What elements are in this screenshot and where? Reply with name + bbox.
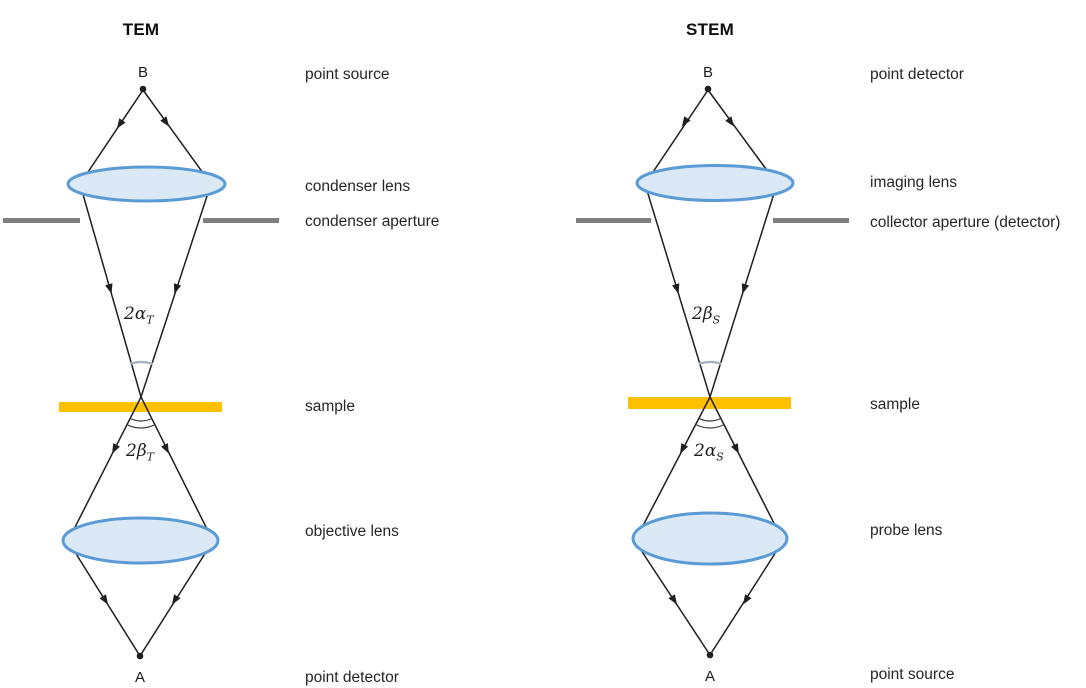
aperture-blade [203,218,279,223]
arrowhead-icon [672,283,680,294]
stem-point-a-label: A [704,668,715,685]
arrowhead-icon [681,116,691,127]
stem-point-b-label: B [702,64,713,81]
arrowhead-icon [668,594,678,605]
tem-upper-angle-label: 2αT [124,304,154,327]
tem-point-dots [136,85,147,660]
aperture-blade [3,218,80,223]
arrowhead-icon [680,443,689,454]
stem-figure [576,85,849,659]
angle-symbol: 2α [124,304,147,324]
arrowhead-icon [116,118,126,129]
stem-upper-angle-arc [698,360,722,365]
tem-label-objective-lens: objective lens [305,523,399,540]
tem-source-dot [139,85,147,93]
tem-lower-angle-arcs [126,417,156,429]
tem-objective-lens [61,516,220,565]
stem-label-probe-lens: probe lens [870,522,943,539]
angle-arc [129,417,152,422]
tem-upper-angle-arc [130,360,154,365]
stem-collector-aperture [576,218,849,223]
stem-rays [634,89,784,656]
stem-imaging-lens [635,164,795,202]
angle-subscript: S [712,313,721,327]
stem-source-dot [706,651,714,659]
stem-title: STEM [685,20,735,39]
angle-symbol: 2β [692,304,713,324]
arrowhead-icon [173,283,182,294]
tem-title: TEM [122,20,160,39]
stem-label-point-source: point source [870,666,955,683]
arrowhead-icon [171,594,181,605]
stem-ray-arrowheads [668,116,752,605]
stem-point-dots [704,85,714,659]
arrowhead-icon [161,443,169,454]
angle-subscript: T [146,313,154,327]
stem-label-imaging-lens: imaging lens [870,174,958,191]
stem-detector-dot [704,85,712,93]
tem-rays [67,89,214,657]
arrowhead-icon [99,594,109,605]
tem-label-condenser-aperture: condenser aperture [305,213,440,230]
stem-label-point-detector: point detector [870,66,964,83]
angle-arc [695,423,725,429]
tem-point-a-label: A [134,669,145,686]
stem-lower-angle-label: 2αS [694,441,724,464]
tem-label-condenser-lens: condenser lens [305,178,411,195]
stem-probe-lens [631,511,789,566]
aperture-blade [773,218,849,223]
tem-condenser-aperture [3,218,279,223]
tem-figure [3,85,279,660]
arrowhead-icon [730,443,739,454]
stem-upper-angle-label: 2βS [692,304,721,327]
tem-right-ray [139,89,214,657]
tem-label-sample: sample [305,398,355,415]
stem-lower-angle-arcs [695,417,725,429]
stem-right-ray [707,89,784,656]
arrowhead-icon [160,116,170,127]
angle-symbol: 2β [126,441,147,461]
tem-label-point-source: point source [305,66,390,83]
arrowhead-icon [112,443,121,454]
tem-condenser-lens [66,165,227,203]
tem-sample-bar [59,402,222,412]
angle-subscript: T [146,450,154,464]
arrowhead-icon [741,283,750,294]
arrowhead-icon [105,283,113,294]
tem-label-point-detector: point detector [305,669,399,686]
tem-point-b-label: B [137,64,148,81]
aperture-blade [576,218,651,223]
angle-subscript: S [716,450,724,464]
angle-symbol: 2α [694,441,717,461]
stem-label-collector-aperture: collector aperture (detector) [870,214,1061,231]
arrowhead-icon [725,116,735,127]
stem-sample-bar [628,397,791,409]
angle-arc [126,424,156,429]
tem-lower-angle-label: 2βT [126,441,154,464]
angle-arc [698,417,722,422]
stem-label-sample: sample [870,396,920,413]
tem-detector-dot [136,652,144,660]
arrowhead-icon [742,594,752,605]
tem-ray-arrowheads [99,116,182,605]
